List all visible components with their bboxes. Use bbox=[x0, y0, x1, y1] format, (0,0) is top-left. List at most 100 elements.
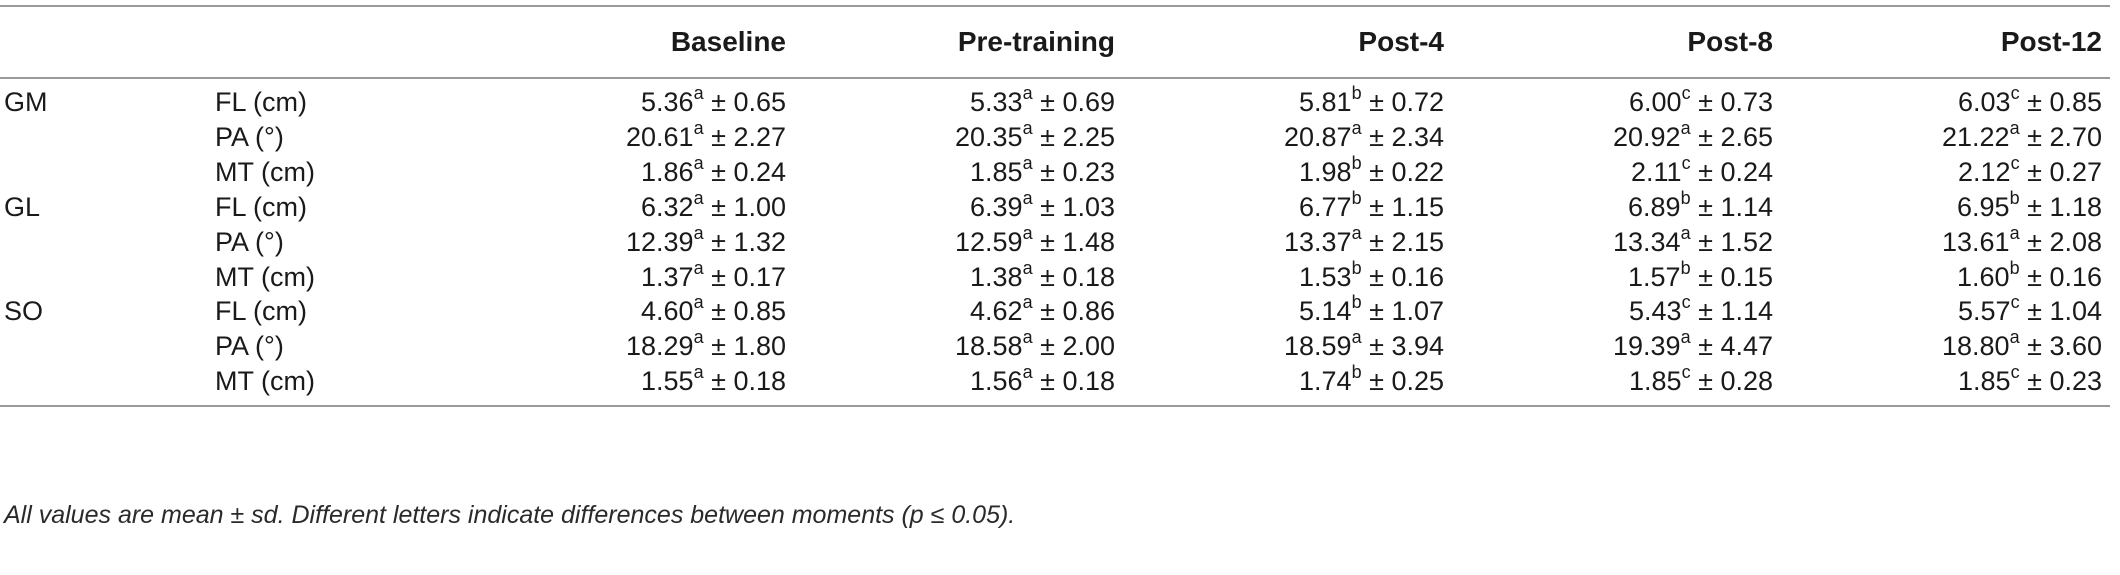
value-cell: 1.74b ± 0.25 bbox=[1123, 362, 1452, 408]
value-cell: 1.86a ± 0.24 bbox=[465, 152, 794, 190]
plus-minus-symbol: ± bbox=[1698, 331, 1713, 362]
significance-letter: a bbox=[1680, 222, 1691, 243]
value-cell: 20.92a ± 2.65 bbox=[1452, 117, 1781, 155]
value-cell: 1.53b ± 0.16 bbox=[1123, 257, 1452, 295]
value-cell: 13.37a ± 2.15 bbox=[1123, 224, 1452, 260]
sd-value: 0.23 bbox=[2049, 366, 2102, 397]
plus-minus-symbol: ± bbox=[1040, 366, 1055, 397]
significance-letter: a bbox=[1022, 257, 1033, 278]
mean-value: 4.60 bbox=[641, 296, 694, 327]
mean-value: 6.95 bbox=[1957, 191, 2010, 222]
value-cell: 13.34a ± 1.52 bbox=[1452, 222, 1781, 260]
muscle-label bbox=[0, 364, 215, 408]
sd-value: 1.03 bbox=[1062, 191, 1115, 222]
plus-minus-symbol: ± bbox=[711, 261, 726, 292]
plus-minus-symbol: ± bbox=[2027, 226, 2042, 257]
plus-minus-symbol: ± bbox=[1040, 331, 1055, 362]
plus-minus-symbol: ± bbox=[1698, 191, 1713, 222]
sd-value: 3.60 bbox=[2049, 331, 2102, 362]
mean-value: 5.33 bbox=[970, 87, 1023, 117]
plus-minus-symbol: ± bbox=[2027, 156, 2042, 187]
sd-value: 1.04 bbox=[2049, 296, 2102, 327]
mean-value: 1.55 bbox=[641, 366, 694, 397]
column-header-baseline: Baseline bbox=[465, 5, 794, 79]
significance-letter: a bbox=[1022, 117, 1033, 138]
results-table: Baseline Pre-training Post-4 Post-8 Post-12 … bbox=[0, 5, 2110, 408]
value-cell: 6.95b ± 1.18 bbox=[1781, 189, 2110, 225]
plus-minus-symbol: ± bbox=[711, 366, 726, 397]
table-body: GM FL (cm) 5.36a ± 0.65 5.33a ± 0.69 5.81b ±… bbox=[0, 78, 2110, 408]
sd-value: 1.52 bbox=[1720, 226, 1773, 257]
significance-letter: c bbox=[2010, 362, 2020, 383]
mean-value: 13.61 bbox=[1941, 226, 2010, 257]
value-cell: 6.39a ± 1.03 bbox=[794, 189, 1123, 225]
sd-value: 1.07 bbox=[1391, 296, 1444, 327]
plus-minus-symbol: ± bbox=[1369, 87, 1384, 117]
value-cell: 4.60a ± 0.85 bbox=[465, 292, 794, 329]
significance-letter: c bbox=[2010, 292, 2020, 313]
significance-letter: a bbox=[1351, 117, 1362, 138]
parameter-label: MT (cm) bbox=[215, 156, 315, 187]
plus-minus-symbol: ± bbox=[1698, 366, 1713, 397]
column-header-empty bbox=[0, 5, 215, 79]
significance-letter: c bbox=[1681, 292, 1691, 313]
table-row: PA (°) 12.39a ± 1.32 12.59a ± 1.48 13.37a ±… bbox=[0, 222, 2110, 260]
sd-value: 0.28 bbox=[1720, 366, 1773, 397]
value-cell: 1.85c ± 0.23 bbox=[1781, 362, 2110, 408]
value-cell: 5.36a ± 0.65 bbox=[465, 78, 794, 120]
plus-minus-symbol: ± bbox=[711, 121, 726, 152]
value-cell: 2.11c ± 0.24 bbox=[1452, 154, 1781, 190]
muscle-label: GL bbox=[4, 191, 41, 222]
value-cell: 1.57b ± 0.15 bbox=[1452, 259, 1781, 295]
significance-letter: a bbox=[1022, 327, 1033, 348]
header-row: Baseline Pre-training Post-4 Post-8 Post-12 bbox=[0, 5, 2110, 79]
mean-value: 21.22 bbox=[1941, 121, 2010, 152]
significance-letter: b bbox=[1351, 292, 1362, 313]
value-cell: 1.85c ± 0.28 bbox=[1452, 362, 1781, 408]
plus-minus-symbol: ± bbox=[1369, 366, 1384, 397]
value-cell: 12.39a ± 1.32 bbox=[465, 224, 794, 260]
plus-minus-symbol: ± bbox=[2027, 121, 2042, 152]
sd-value: 0.24 bbox=[733, 156, 786, 187]
significance-letter: c bbox=[1681, 362, 1691, 383]
significance-letter: a bbox=[693, 292, 704, 313]
value-cell: 4.62a ± 0.86 bbox=[794, 292, 1123, 329]
mean-value: 13.37 bbox=[1283, 226, 1352, 257]
plus-minus-symbol: ± bbox=[1369, 156, 1384, 187]
mean-value: 1.37 bbox=[641, 261, 694, 292]
mean-value: 5.43 bbox=[1629, 296, 1682, 327]
significance-letter: b bbox=[1351, 257, 1362, 278]
significance-letter: a bbox=[1022, 83, 1033, 103]
sd-value: 4.47 bbox=[1720, 331, 1773, 362]
mean-value: 1.85 bbox=[1958, 366, 2011, 397]
sd-value: 0.18 bbox=[1062, 261, 1115, 292]
table-row: MT (cm) 1.37a ± 0.17 1.38a ± 0.18 1.53b ± 0… bbox=[0, 257, 2110, 295]
plus-minus-symbol: ± bbox=[2027, 191, 2042, 222]
plus-minus-symbol: ± bbox=[1698, 156, 1713, 187]
plus-minus-symbol: ± bbox=[1040, 296, 1055, 327]
parameter-label: MT (cm) bbox=[215, 364, 465, 408]
value-cell: 5.33a ± 0.69 bbox=[794, 78, 1123, 120]
mean-value: 5.14 bbox=[1299, 296, 1352, 327]
sd-value: 0.16 bbox=[1391, 261, 1444, 292]
value-cell: 6.32a ± 1.00 bbox=[465, 189, 794, 225]
sd-value: 1.18 bbox=[2049, 191, 2102, 222]
mean-value: 1.53 bbox=[1299, 261, 1352, 292]
parameter-label: PA (°) bbox=[215, 331, 284, 362]
significance-letter: a bbox=[1022, 292, 1033, 313]
table-row: MT (cm) 1.86a ± 0.24 1.85a ± 0.23 1.98b ± 0… bbox=[0, 152, 2110, 190]
plus-minus-symbol: ± bbox=[1698, 226, 1713, 257]
sd-value: 0.23 bbox=[1062, 156, 1115, 187]
value-cell: 5.43c ± 1.14 bbox=[1452, 292, 1781, 329]
value-cell: 18.29a ± 1.80 bbox=[465, 328, 794, 364]
value-cell: 5.14b ± 1.07 bbox=[1123, 292, 1452, 329]
significance-letter: b bbox=[1351, 362, 1362, 383]
mean-value: 6.03 bbox=[1958, 87, 2011, 117]
sd-value: 2.65 bbox=[1720, 121, 1773, 152]
table-row: PA (°) 20.61a ± 2.27 20.35a ± 2.25 20.87a ±… bbox=[0, 117, 2110, 155]
value-cell: 18.80a ± 3.60 bbox=[1781, 328, 2110, 364]
sd-value: 0.22 bbox=[1391, 156, 1444, 187]
sd-value: 0.16 bbox=[2049, 261, 2102, 292]
significance-letter: a bbox=[693, 152, 704, 173]
significance-letter: a bbox=[1680, 117, 1691, 138]
